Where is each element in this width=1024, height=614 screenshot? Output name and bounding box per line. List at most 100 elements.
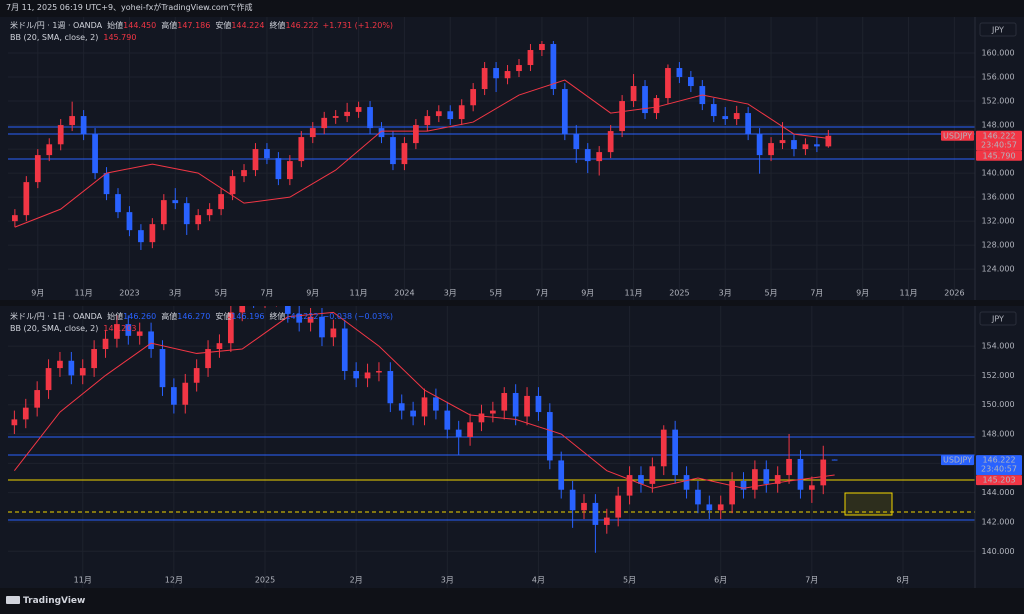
candle-body	[722, 116, 729, 120]
ohlc-value: 144.450	[123, 21, 156, 30]
candle-body	[136, 331, 143, 336]
candle-body	[455, 429, 462, 437]
x-tick-label: 5月	[765, 289, 778, 298]
currency-label: JPY	[991, 26, 1004, 35]
x-tick-label: 3月	[719, 289, 732, 298]
x-tick-label: 2026	[944, 289, 964, 298]
candle-body	[355, 107, 362, 112]
candle-body	[367, 107, 373, 129]
candle-body	[344, 111, 351, 117]
candle-body	[46, 144, 53, 156]
candle-body	[774, 475, 781, 484]
price-tag	[976, 130, 1022, 151]
candle-body	[797, 458, 804, 490]
candle-body	[102, 338, 109, 350]
x-tick-label: 5月	[490, 289, 503, 298]
currency-box	[979, 22, 1017, 37]
y-tick-label: 136.000	[981, 193, 1014, 202]
symbol-tag	[941, 130, 974, 141]
candle-body	[535, 395, 542, 413]
x-tick-label: 7月	[260, 289, 273, 298]
candle-body	[264, 149, 270, 159]
ohlc-value: 144.224	[231, 21, 264, 30]
plot	[12, 41, 832, 250]
brand: TradingView	[23, 596, 86, 606]
change: +1.731 (+1.20%)	[323, 21, 394, 30]
candle-body	[45, 368, 52, 391]
symbol-title: 米ドル/円 · 1日 · OANDA	[10, 311, 103, 321]
ohlc-label: 高値	[161, 311, 177, 321]
header: 7月 11, 2025 06:19 UTC+9、yohei-fxがTrading…	[6, 3, 253, 12]
candle-body	[149, 224, 156, 243]
candle-body	[195, 215, 202, 225]
candle-body	[710, 104, 717, 117]
candle-body	[825, 135, 832, 147]
candle-body	[501, 393, 508, 411]
countdown-label: 23:40:57	[981, 140, 1017, 149]
candle-body	[80, 116, 87, 135]
countdown-label: 23:40:57	[981, 465, 1017, 474]
ohlc-label: 終値	[269, 20, 285, 30]
candle-body	[309, 128, 316, 138]
candle-body	[413, 125, 419, 144]
candle-body	[239, 306, 246, 313]
candle-body	[717, 504, 724, 511]
ohlc-value: 146.196	[231, 312, 264, 321]
candle-body	[756, 134, 763, 156]
indicator-label: BB (20, SMA, close, 2)	[10, 33, 98, 42]
y-tick-label: 148.000	[981, 430, 1014, 439]
candle-body	[603, 517, 610, 525]
y-tick-label: 156.000	[981, 73, 1014, 82]
currency-box	[979, 311, 1017, 326]
bb-basis-line	[13, 311, 835, 489]
currency-label: JPY	[991, 315, 1004, 324]
candle-body	[435, 111, 442, 117]
candle-body	[546, 412, 553, 461]
candle-body	[763, 469, 770, 484]
x-tick-label: 7月	[810, 289, 823, 298]
candle-body	[745, 113, 752, 135]
drawn-zone	[844, 492, 893, 516]
candle-body	[768, 143, 774, 156]
logo	[6, 596, 20, 604]
x-tick-label: 2月	[350, 576, 363, 585]
indicator-legend: BB (20, SMA, close, 2) 145.790	[10, 33, 136, 42]
y-tick-label: 142.000	[981, 517, 1014, 526]
candle-body	[512, 393, 519, 417]
candle-body	[364, 372, 371, 379]
bb-tag	[976, 150, 1022, 161]
candle-body	[183, 203, 190, 225]
candle-body	[470, 89, 477, 106]
candle-body	[424, 116, 431, 126]
candle-body	[581, 502, 587, 511]
candle-body	[160, 200, 167, 225]
ohlc-value: 146.222	[285, 312, 318, 321]
x-tick-label: 7月	[805, 576, 818, 585]
ohlc-value: 147.186	[177, 21, 210, 30]
bb-tag-label: 145.203	[982, 476, 1015, 485]
symbol-tag	[941, 455, 974, 466]
candle-body	[69, 116, 76, 126]
x-tick-label: 9月	[31, 289, 44, 298]
candle-body	[733, 113, 740, 120]
candle-body	[353, 371, 360, 379]
candle-body	[296, 313, 303, 323]
symbol-title: 米ドル/円 · 1週 · OANDA	[10, 20, 103, 30]
candle-body	[12, 215, 18, 222]
candle-body	[172, 200, 179, 204]
candle-body	[493, 68, 499, 79]
symbol-legend: 米ドル/円 · 1日 · OANDA 始値146.260 高値146.270 安値14…	[10, 311, 393, 321]
x-tick-label: 11月	[350, 289, 368, 298]
ohlc-label: 高値	[161, 20, 177, 30]
candle-body	[642, 86, 648, 114]
y-tick-label: 152.000	[981, 371, 1014, 380]
x-tick-label: 6月	[714, 576, 727, 585]
candle-body	[205, 349, 211, 369]
x-tick-label: 11月	[899, 289, 917, 298]
x-tick-label: 8月	[896, 576, 909, 585]
candle-body	[467, 422, 473, 437]
symbol-tag-label: USDJPY	[943, 456, 972, 465]
candle-body	[138, 230, 144, 243]
candle-body	[569, 489, 576, 511]
ohlc-value: 146.270	[177, 312, 210, 321]
